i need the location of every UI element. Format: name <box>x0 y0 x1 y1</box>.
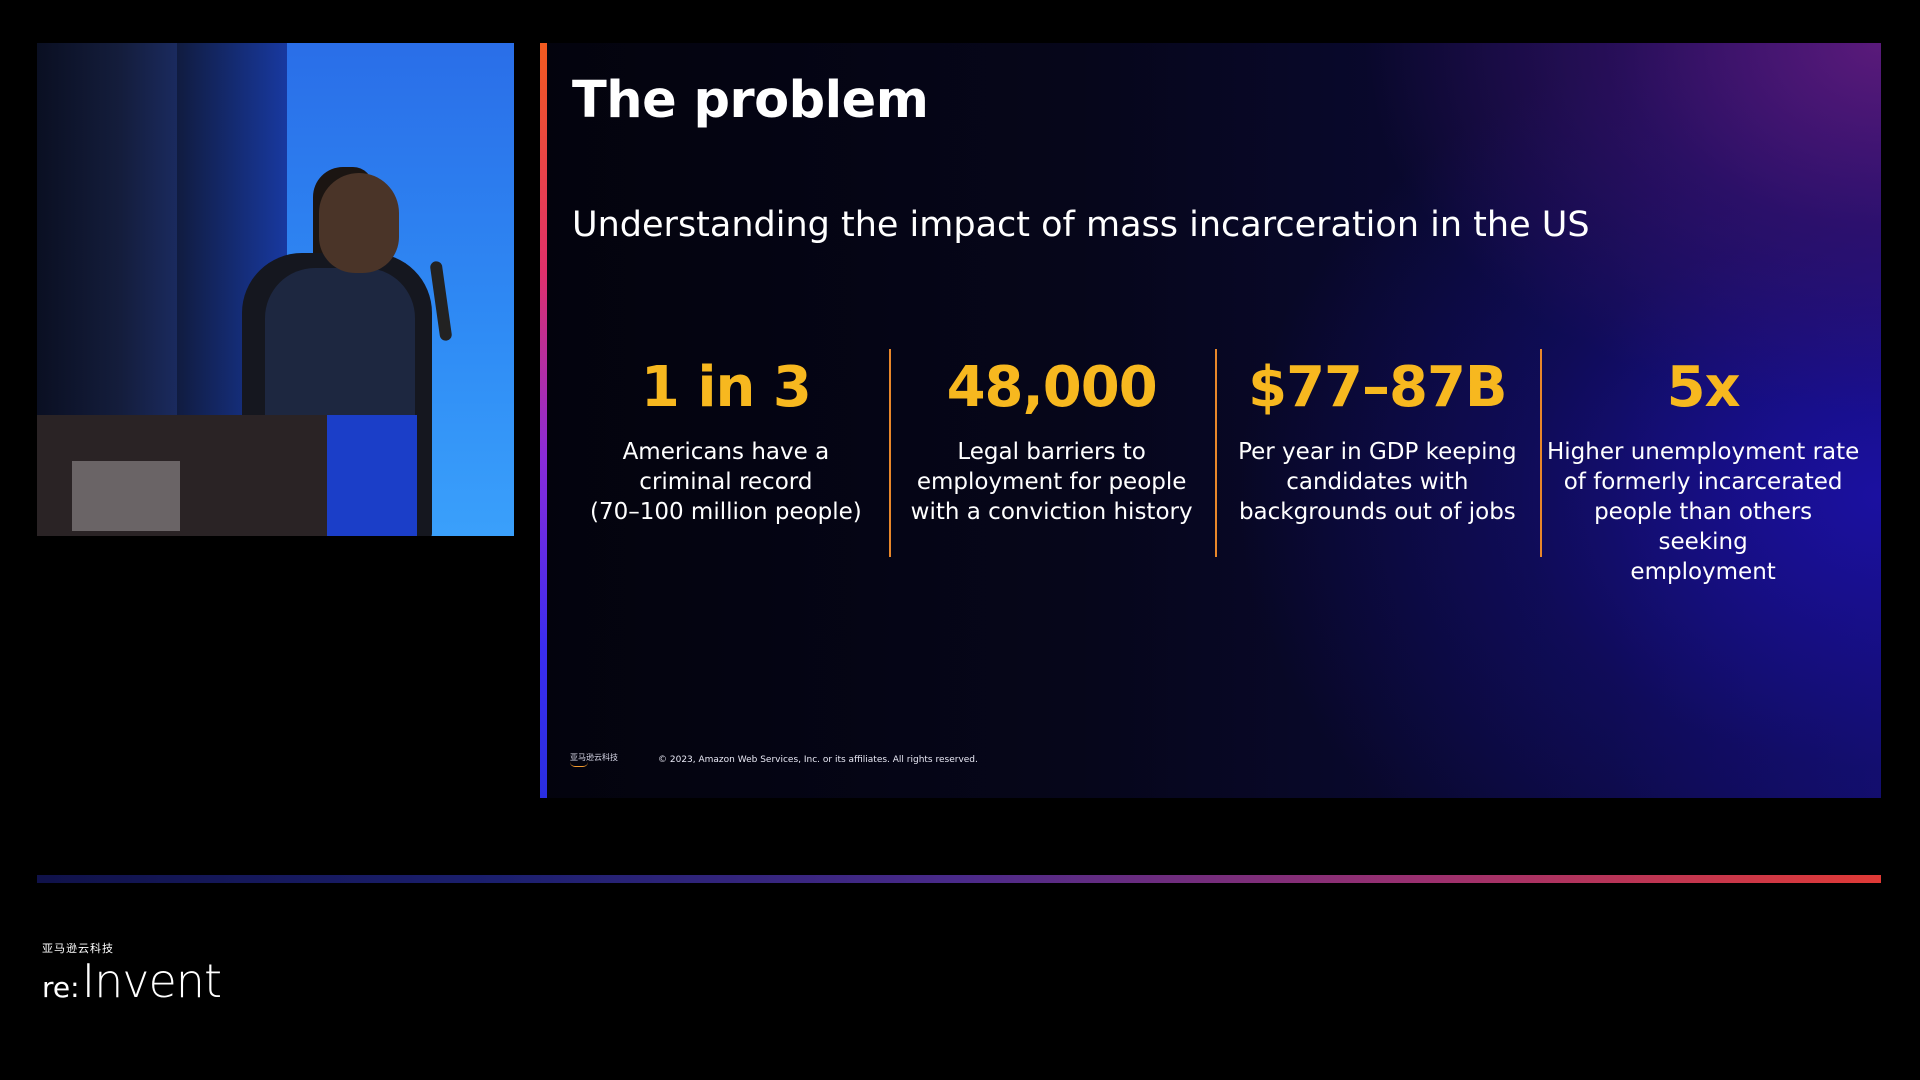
presentation-slide: The problem Understanding the impact of … <box>540 43 1881 798</box>
slide-accent-edge <box>540 43 547 798</box>
stats-row: 1 in 3 Americans have a criminal record … <box>563 349 1866 585</box>
stat-value: 1 in 3 <box>640 355 812 420</box>
stat-value: 5x <box>1666 355 1741 420</box>
reinvent-logo-main: Invent <box>81 954 222 1008</box>
podium-sign <box>72 461 180 531</box>
stat-value: $77–87B <box>1248 355 1508 420</box>
reinvent-brand: 亚马逊云科技 re: Invent <box>42 940 222 1008</box>
podium-front <box>327 415 417 536</box>
aws-logo: 亚马逊云科技 <box>570 752 618 767</box>
stat-item: 48,000 Legal barriers to employment for … <box>888 349 1215 557</box>
slide-title: The problem <box>572 71 929 130</box>
event-gradient-bar <box>37 875 1881 883</box>
stat-item: 5x Higher unemployment rate of formerly … <box>1540 349 1866 585</box>
reinvent-logo: re: Invent <box>42 954 222 1008</box>
stat-description: Legal barriers to employment for people … <box>910 439 1193 525</box>
aws-smile-icon <box>570 762 588 767</box>
stat-description: Americans have a criminal record (70–100… <box>589 439 862 525</box>
stat-item: $77–87B Per year in GDP keeping candidat… <box>1214 349 1541 557</box>
speaker-head <box>319 173 399 273</box>
stat-item: 1 in 3 Americans have a criminal record … <box>563 349 889 557</box>
stat-value: 48,000 <box>946 355 1158 420</box>
brand-cn-name: 亚马逊云科技 <box>42 942 114 955</box>
stat-description: Higher unemployment rate of formerly inc… <box>1546 439 1860 585</box>
slide-subtitle: Understanding the impact of mass incarce… <box>572 205 1590 245</box>
aws-logo-text: 亚马逊云科技 <box>570 753 618 762</box>
speaker-video-feed <box>37 43 514 536</box>
stat-description: Per year in GDP keeping candidates with … <box>1238 439 1517 525</box>
copyright-notice: © 2023, Amazon Web Services, Inc. or its… <box>658 755 978 765</box>
reinvent-logo-prefix: re: <box>42 971 80 1004</box>
